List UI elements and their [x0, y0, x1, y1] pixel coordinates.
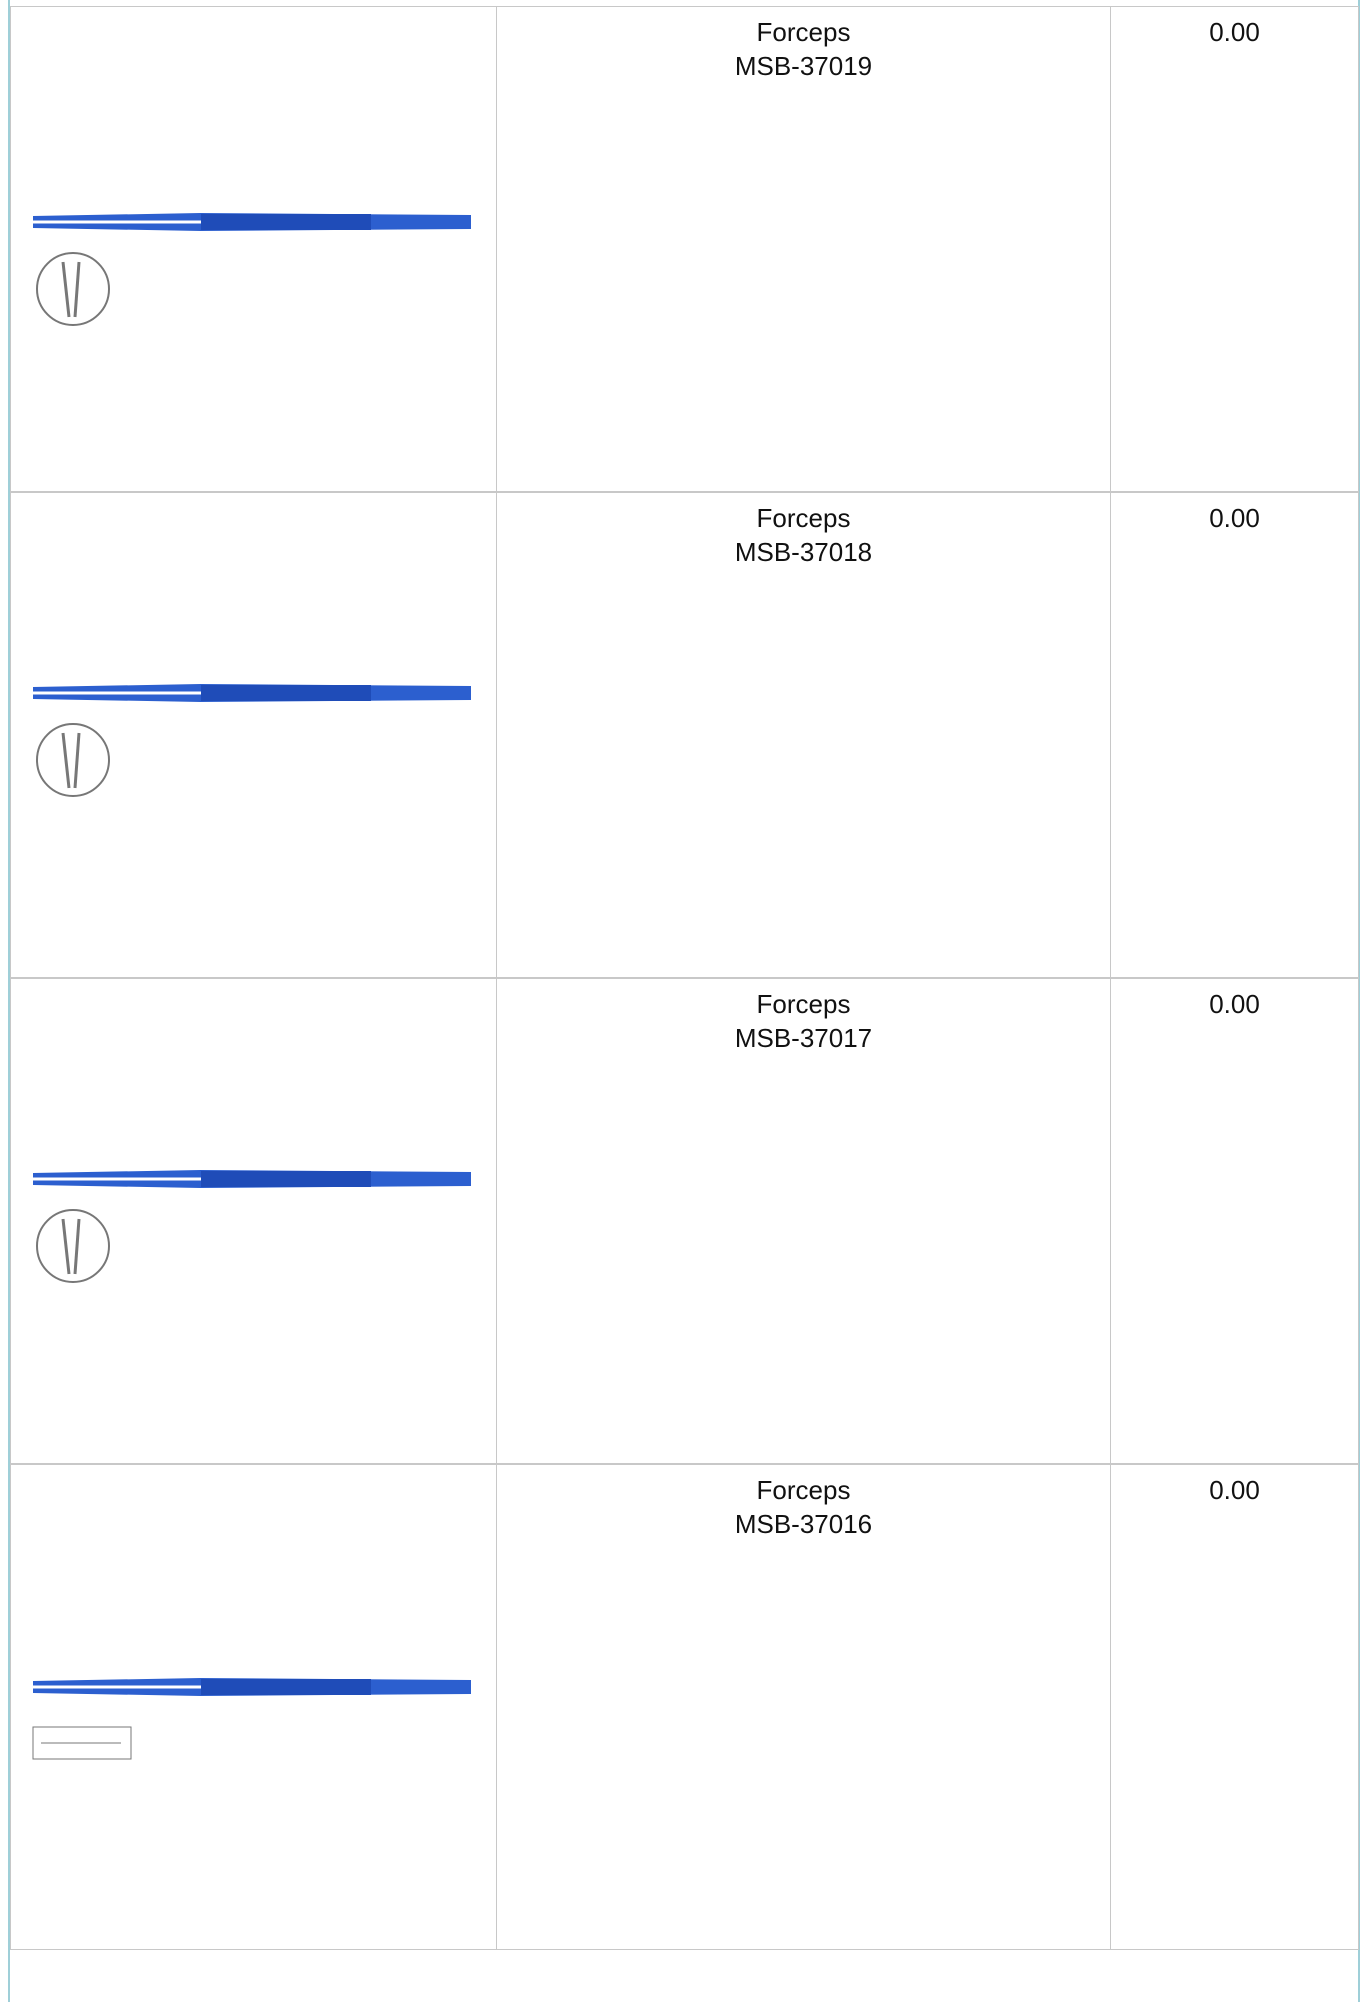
- product-name[interactable]: Forceps: [756, 503, 851, 533]
- product-row: Forceps MSB-37017 0.00: [10, 978, 1359, 1464]
- product-price-cell: 0.00: [1110, 6, 1359, 492]
- product-row: Forceps MSB-37018 0.00: [10, 492, 1359, 978]
- product-name-cell: Forceps MSB-37017: [496, 978, 1111, 1464]
- product-name[interactable]: Forceps: [756, 989, 851, 1019]
- product-image-cell: [10, 1464, 497, 1950]
- product-image[interactable]: [11, 979, 498, 1465]
- product-code: MSB-37018: [734, 537, 873, 567]
- product-code: MSB-37019: [734, 51, 873, 81]
- product-price: 0.00: [1209, 1475, 1260, 1505]
- product-name-cell: Forceps MSB-37019: [496, 6, 1111, 492]
- product-name-cell: Forceps MSB-37018: [496, 492, 1111, 978]
- product-row: Forceps MSB-37019 0.00: [10, 6, 1359, 492]
- product-price-cell: 0.00: [1110, 978, 1359, 1464]
- product-name-cell: Forceps MSB-37016: [496, 1464, 1111, 1950]
- product-price-cell: 0.00: [1110, 492, 1359, 978]
- product-name[interactable]: Forceps: [756, 17, 851, 47]
- product-price: 0.00: [1209, 17, 1260, 47]
- product-image-cell: [10, 6, 497, 492]
- page-frame: [8, 0, 1360, 2002]
- table-footer-row: [10, 1949, 1359, 2010]
- product-code: MSB-37016: [734, 1509, 873, 1539]
- product-image-cell: [10, 492, 497, 978]
- product-price: 0.00: [1209, 989, 1260, 1019]
- product-price: 0.00: [1209, 503, 1260, 533]
- product-image[interactable]: [11, 1465, 498, 1951]
- product-image[interactable]: [11, 7, 498, 493]
- product-name[interactable]: Forceps: [756, 1475, 851, 1505]
- product-image-cell: [10, 978, 497, 1464]
- product-row: Forceps MSB-37016 0.00: [10, 1464, 1359, 1950]
- product-image[interactable]: [11, 493, 498, 979]
- product-code: MSB-37017: [734, 1023, 873, 1053]
- product-price-cell: 0.00: [1110, 1464, 1359, 1950]
